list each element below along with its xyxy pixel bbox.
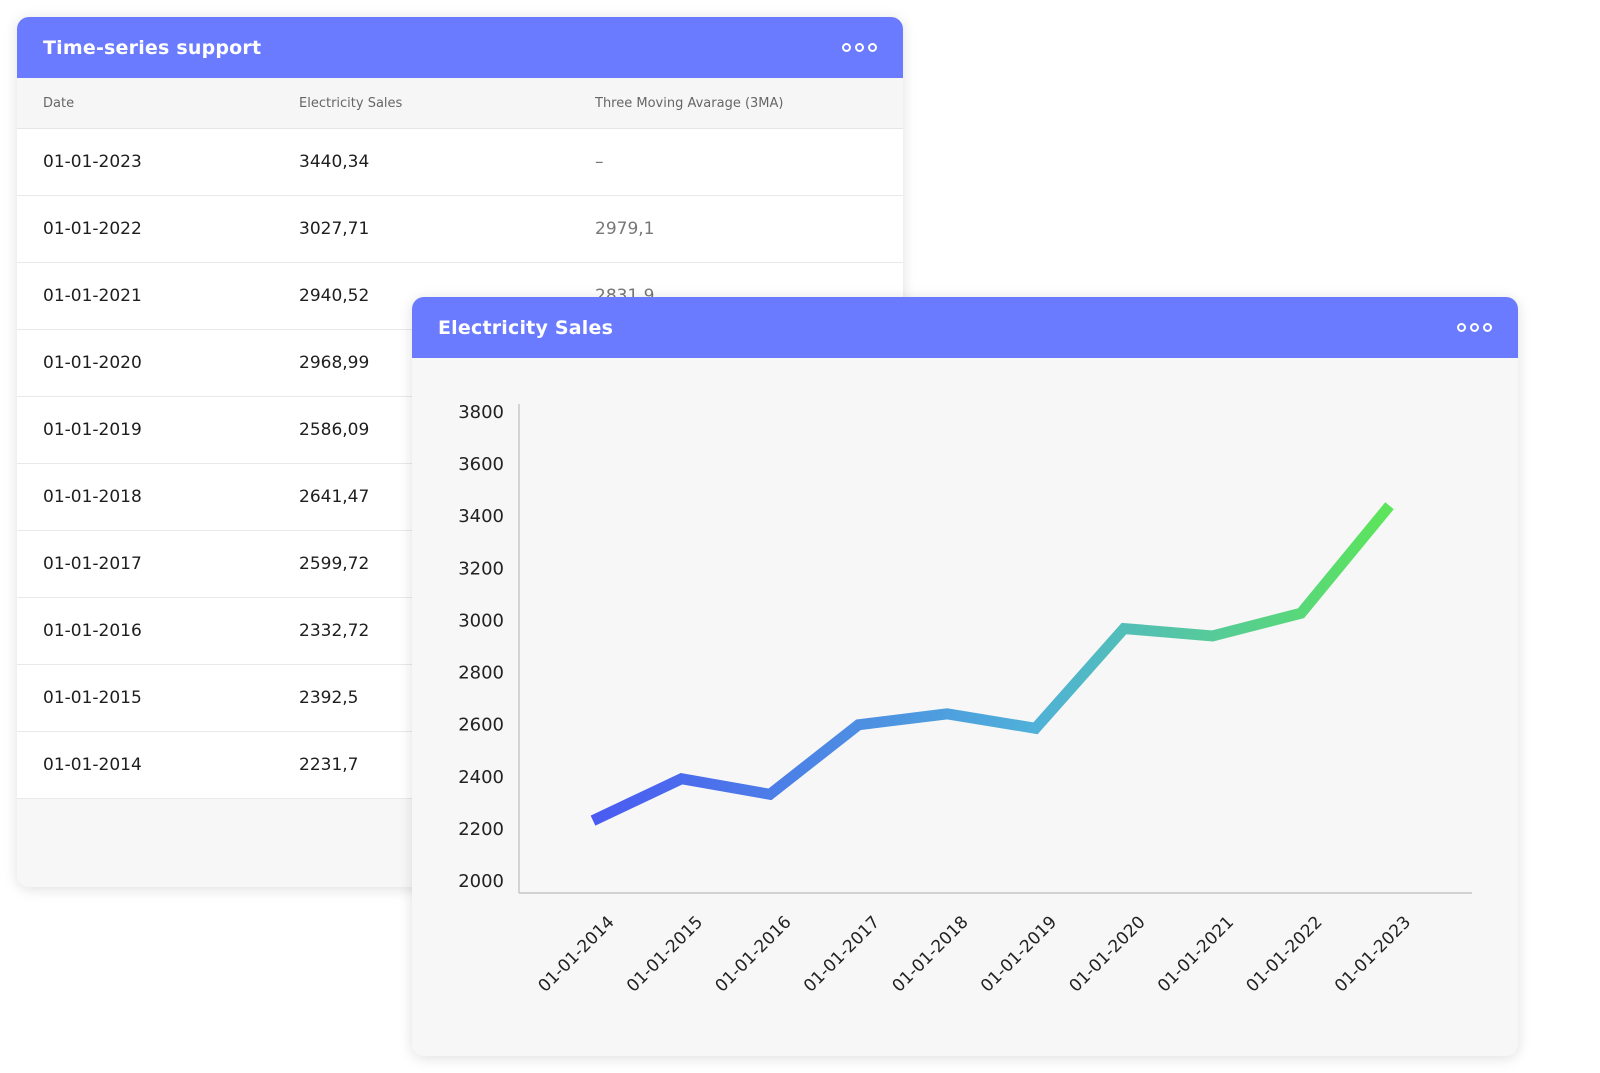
- cell-date: 01-01-2020: [43, 353, 142, 373]
- data-point[interactable]: [858, 724, 859, 725]
- data-point[interactable]: [681, 778, 682, 779]
- column-header-3ma[interactable]: Three Moving Avarage (3MA): [595, 95, 784, 111]
- x-tick-label: 01-01-2022: [1243, 912, 1327, 996]
- y-tick-label: 3600: [458, 454, 504, 475]
- data-point[interactable]: [593, 820, 594, 821]
- data-point[interactable]: [1124, 628, 1125, 629]
- y-tick-label: 2400: [458, 767, 504, 788]
- series-line: [590, 502, 1394, 826]
- data-point[interactable]: [1389, 505, 1390, 506]
- x-tick-label: 01-01-2019: [977, 912, 1061, 996]
- y-tick-label: 3800: [458, 402, 504, 423]
- cell-electricity-sales: 2392,5: [299, 688, 359, 708]
- cell-electricity-sales: 3440,34: [299, 152, 370, 172]
- chart-card-header: Electricity Sales: [412, 297, 1518, 358]
- cell-date: 01-01-2019: [43, 420, 142, 440]
- cell-electricity-sales: 2641,47: [299, 487, 370, 507]
- cell-electricity-sales: 2231,7: [299, 755, 359, 775]
- cell-electricity-sales: 2599,72: [299, 554, 370, 574]
- cell-date: 01-01-2021: [43, 286, 142, 306]
- x-tick-label: 01-01-2015: [623, 912, 707, 996]
- cell-date: 01-01-2017: [43, 554, 142, 574]
- cell-electricity-sales: 2968,99: [299, 353, 370, 373]
- table-card-header: Time-series support: [17, 17, 903, 78]
- column-header-electricity-sales[interactable]: Electricity Sales: [299, 95, 403, 111]
- cell-electricity-sales: 2586,09: [299, 420, 370, 440]
- x-tick-label: 01-01-2017: [800, 912, 884, 996]
- data-point[interactable]: [947, 713, 948, 714]
- cell-electricity-sales: 3027,71: [299, 219, 370, 239]
- x-tick-label: 01-01-2021: [1154, 912, 1238, 996]
- cell-3ma: –: [595, 152, 604, 172]
- data-point[interactable]: [1301, 613, 1302, 614]
- column-header-date[interactable]: Date: [43, 95, 75, 111]
- x-tick-label: 01-01-2014: [535, 912, 619, 996]
- table-card-title: Time-series support: [43, 36, 262, 59]
- cell-date: 01-01-2018: [43, 487, 142, 507]
- table-header-row: Date Electricity Sales Three Moving Avar…: [17, 78, 903, 129]
- y-tick-label: 2600: [458, 715, 504, 736]
- y-tick-label: 3000: [458, 610, 504, 631]
- y-tick-label: 2800: [458, 663, 504, 684]
- line-chart: 2000 2200 2400 2600 2800 3000 3200 3400 3600 3800…: [458, 402, 1472, 996]
- cell-electricity-sales: 2940,52: [299, 286, 370, 306]
- table-row[interactable]: 01-01-2023 3440,34 –: [17, 129, 903, 196]
- table-row[interactable]: 01-01-2022 3027,71 2979,1: [17, 196, 903, 263]
- data-point[interactable]: [770, 794, 771, 795]
- y-tick-label: 3200: [458, 558, 504, 579]
- chart-card-title: Electricity Sales: [438, 316, 614, 339]
- data-point[interactable]: [1035, 728, 1036, 729]
- x-tick-label: 01-01-2020: [1066, 912, 1150, 996]
- cell-3ma: 2979,1: [595, 219, 655, 239]
- y-tick-label: 2000: [458, 871, 504, 892]
- electricity-sales-chart-card: Electricity Sales 2000 2200 2400 2600 2800 30…: [412, 297, 1518, 1056]
- x-tick-label: 01-01-2023: [1331, 912, 1415, 996]
- more-options-icon[interactable]: [840, 37, 879, 58]
- cell-electricity-sales: 2332,72: [299, 621, 370, 641]
- data-point[interactable]: [1212, 635, 1213, 636]
- cell-date: 01-01-2022: [43, 219, 142, 239]
- more-options-icon[interactable]: [1455, 317, 1494, 338]
- x-tick-label: 01-01-2016: [712, 912, 796, 996]
- x-tick-label: 01-01-2018: [889, 912, 973, 996]
- cell-date: 01-01-2023: [43, 152, 142, 172]
- cell-date: 01-01-2015: [43, 688, 142, 708]
- cell-date: 01-01-2016: [43, 621, 142, 641]
- y-tick-label: 3400: [458, 506, 504, 527]
- y-tick-label: 2200: [458, 819, 504, 840]
- cell-date: 01-01-2014: [43, 755, 142, 775]
